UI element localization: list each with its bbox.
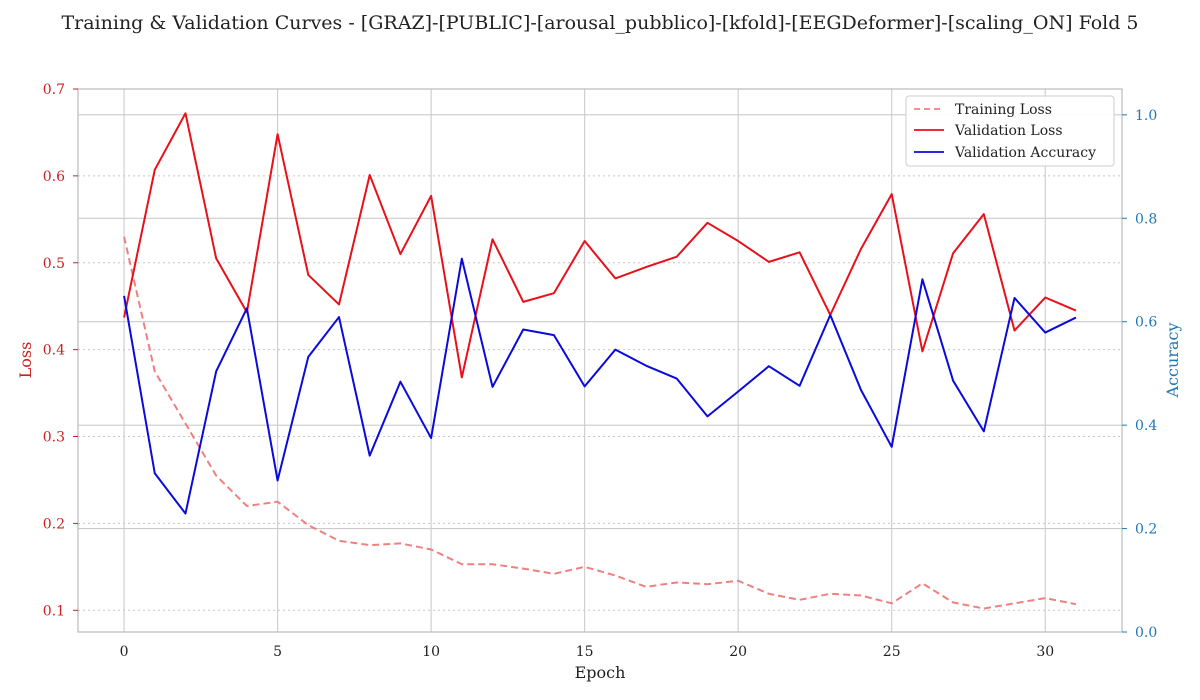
chart-title: Training & Validation Curves - [GRAZ]-[P…: [61, 12, 1138, 34]
x-tick-label: 15: [576, 644, 594, 660]
legend: Training Loss Validation Loss Validation…: [905, 95, 1115, 167]
plot-series: [123, 112, 1077, 610]
y-axis-left-label: Loss: [16, 342, 35, 379]
y-left-tick-label: 0.7: [43, 82, 65, 98]
y-left-tick-label: 0.4: [43, 343, 65, 359]
x-tick-label: 20: [729, 644, 747, 660]
legend-label-validation-accuracy: Validation Accuracy: [954, 145, 1096, 161]
y-left-tick-label: 0.3: [43, 430, 65, 446]
y-axis-left: 0.1 0.2 0.3 0.4 0.5 0.6 0.7: [43, 82, 78, 619]
x-tick-label: 0: [120, 644, 129, 660]
series-line-validation-loss: [123, 112, 1077, 379]
x-tick-label: 10: [422, 644, 440, 660]
y-right-tick-label: 0.2: [1135, 522, 1157, 538]
y-right-tick-label: 0.8: [1135, 211, 1157, 227]
y-right-tick-label: 0.0: [1135, 625, 1157, 641]
legend-label-training-loss: Training Loss: [955, 102, 1052, 118]
legend-label-validation-loss: Validation Loss: [954, 123, 1063, 139]
x-tick-label: 25: [883, 644, 901, 660]
x-tick-label: 30: [1036, 644, 1054, 660]
x-axis-label: Epoch: [575, 663, 626, 682]
y-axis-right-label: Accuracy: [1163, 323, 1182, 399]
y-left-tick-label: 0.6: [43, 169, 65, 185]
series-line-training-loss: [123, 236, 1077, 610]
y-left-tick-label: 0.2: [43, 516, 65, 532]
x-axis: 0 5 10 15 20 25 30: [120, 644, 1055, 660]
x-tick-label: 5: [273, 644, 282, 660]
plot-frame: [77, 88, 1123, 633]
y-left-tick-label: 0.5: [43, 256, 65, 272]
legend-box: [905, 95, 1115, 167]
y-right-tick-label: 1.0: [1135, 108, 1157, 124]
series-line-validation-accuracy: [123, 257, 1077, 515]
y-left-tick-label: 0.1: [43, 603, 65, 619]
grid: [78, 88, 1122, 633]
y-axis-right: 0.0 0.2 0.4 0.6 0.8 1.0: [1122, 108, 1157, 641]
y-right-tick-label: 0.6: [1135, 315, 1157, 331]
y-right-tick-label: 0.4: [1135, 418, 1157, 434]
